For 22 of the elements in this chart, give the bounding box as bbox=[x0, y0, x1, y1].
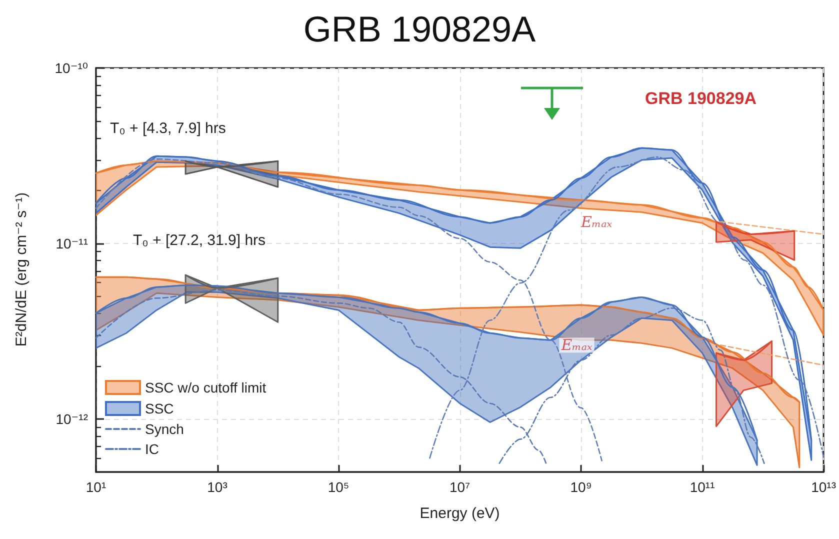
x-tick-label: 10¹³ bbox=[811, 479, 836, 495]
annotation: Eₘₐₓ bbox=[580, 212, 613, 231]
annotation: Eₘₐₓ bbox=[560, 336, 593, 354]
annotation: GRB 190829A bbox=[645, 89, 757, 108]
x-tick-label: 10⁵ bbox=[328, 479, 350, 495]
x-tick-label: 10³ bbox=[207, 479, 228, 495]
x-tick-label: 10¹ bbox=[86, 479, 106, 495]
x-axis-title: Energy (eV) bbox=[420, 505, 500, 522]
x-tick-label: 10¹¹ bbox=[690, 479, 716, 495]
legend-label: SSC bbox=[145, 400, 174, 416]
legend-label: IC bbox=[145, 441, 159, 457]
y-tick-label: 10⁻¹⁰ bbox=[54, 60, 88, 76]
x-tick-label: 10⁷ bbox=[449, 479, 470, 495]
y-tick-label: 10⁻¹¹ bbox=[56, 236, 88, 252]
legend-label: Synch bbox=[145, 421, 184, 437]
chart-title: GRB 190829A bbox=[303, 8, 536, 50]
annotation: T₀ + [27.2, 31.9] hrs bbox=[133, 232, 266, 249]
x-tick-label: 10⁹ bbox=[570, 479, 592, 495]
y-axis-title: E²dN/dE (erg cm⁻² s⁻¹) bbox=[13, 192, 30, 347]
y-tick-label: 10⁻¹² bbox=[56, 411, 88, 428]
annotation: T₀ + [4.3, 7.9] hrs bbox=[110, 120, 226, 137]
legend-label: SSC w/o cutoff limit bbox=[145, 380, 266, 396]
